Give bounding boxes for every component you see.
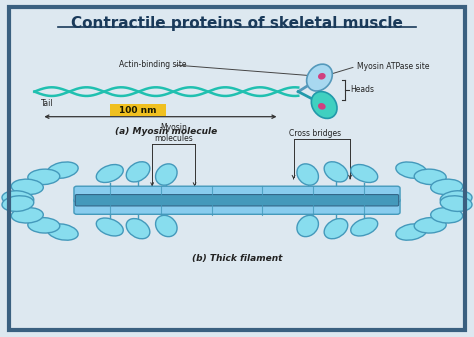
- Ellipse shape: [440, 191, 472, 206]
- Text: Cross bridges: Cross bridges: [289, 129, 341, 138]
- Ellipse shape: [2, 191, 34, 206]
- Ellipse shape: [297, 164, 319, 185]
- Ellipse shape: [351, 164, 378, 182]
- Text: 100 nm: 100 nm: [119, 106, 157, 115]
- Ellipse shape: [431, 179, 463, 194]
- Ellipse shape: [11, 179, 43, 194]
- Text: Actin-binding site: Actin-binding site: [119, 60, 187, 69]
- Ellipse shape: [96, 218, 123, 236]
- Text: Myosin
molecules: Myosin molecules: [154, 123, 193, 144]
- Ellipse shape: [47, 224, 78, 240]
- Ellipse shape: [414, 218, 446, 233]
- Ellipse shape: [297, 215, 319, 237]
- Ellipse shape: [47, 162, 78, 178]
- Ellipse shape: [431, 208, 463, 223]
- Ellipse shape: [414, 169, 446, 185]
- Ellipse shape: [28, 218, 60, 233]
- Text: Heads: Heads: [350, 86, 374, 94]
- Text: (b) Thick filament: (b) Thick filament: [192, 254, 282, 263]
- FancyBboxPatch shape: [75, 194, 399, 206]
- Ellipse shape: [324, 219, 348, 239]
- Ellipse shape: [318, 103, 326, 110]
- Ellipse shape: [324, 162, 348, 182]
- Text: Tail: Tail: [41, 99, 54, 108]
- FancyBboxPatch shape: [74, 186, 400, 202]
- Ellipse shape: [351, 218, 378, 236]
- Text: (a) Myosin molecule: (a) Myosin molecule: [115, 127, 218, 136]
- Ellipse shape: [440, 196, 472, 211]
- Text: Contractile proteins of skeletal muscle: Contractile proteins of skeletal muscle: [71, 17, 403, 31]
- Ellipse shape: [396, 224, 427, 240]
- Ellipse shape: [2, 196, 34, 211]
- Ellipse shape: [311, 92, 337, 118]
- Ellipse shape: [396, 162, 427, 178]
- Ellipse shape: [318, 73, 326, 80]
- FancyBboxPatch shape: [74, 198, 400, 214]
- Text: Myosin ATPase site: Myosin ATPase site: [357, 62, 429, 71]
- Ellipse shape: [155, 164, 177, 185]
- FancyBboxPatch shape: [110, 104, 166, 116]
- Ellipse shape: [155, 215, 177, 237]
- Ellipse shape: [307, 64, 332, 91]
- Ellipse shape: [96, 164, 123, 182]
- Ellipse shape: [126, 162, 150, 182]
- Ellipse shape: [126, 219, 150, 239]
- Ellipse shape: [28, 169, 60, 185]
- Ellipse shape: [11, 208, 43, 223]
